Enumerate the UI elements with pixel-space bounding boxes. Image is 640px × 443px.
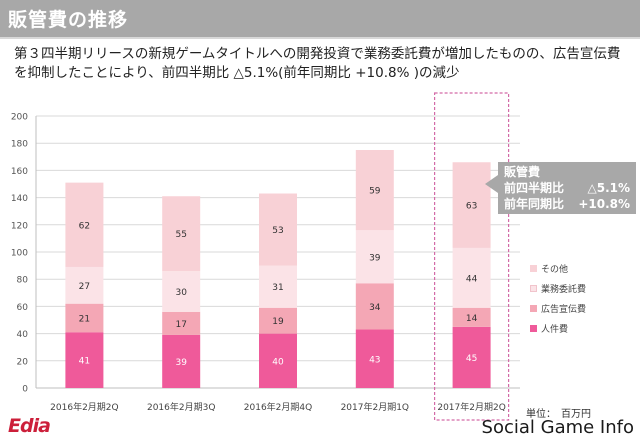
- y-tick-label: 180: [11, 140, 28, 150]
- x-tick-label: 2017年2月期2Q: [437, 401, 505, 413]
- chart-legend: その他 業務委託費 広告宣伝費 人件費: [530, 258, 630, 338]
- data-label-outsourcing: 44: [466, 274, 478, 284]
- x-tick-label: 2016年2月期2Q: [50, 401, 118, 413]
- data-label-other: 53: [272, 226, 283, 236]
- data-label-personnel: 43: [369, 355, 380, 365]
- sga-callout: 販管費 前四半期比 △5.1% 前年同期比 +10.8%: [485, 162, 638, 214]
- callout-qoq-value: △5.1%: [587, 181, 630, 195]
- legend-item-advertising: 広告宣伝費: [530, 298, 630, 318]
- legend-label-personnel: 人件費: [541, 324, 569, 335]
- watermark: Social Game Info: [481, 417, 634, 438]
- summary-text: 第３四半期リリースの新規ゲームタイトルへの開発投資で業務委託費が増加したものの、…: [14, 46, 621, 81]
- y-tick-label: 100: [11, 249, 28, 259]
- data-label-outsourcing: 27: [79, 282, 90, 292]
- bar-segment-personnel: [259, 333, 297, 388]
- bar-segment-outsourcing: [355, 230, 394, 284]
- highlight-box: [434, 92, 510, 421]
- y-tick-label: 200: [11, 113, 28, 123]
- data-label-outsourcing: 30: [175, 288, 187, 298]
- data-label-outsourcing: 31: [272, 283, 283, 293]
- bar-segment-other: [162, 196, 201, 272]
- bar-segment-personnel: [65, 332, 104, 388]
- title-divider: [0, 37, 640, 39]
- callout-title: 販管費: [504, 165, 541, 179]
- bar-segment-personnel: [355, 329, 394, 388]
- bar-segment-other: [65, 182, 104, 267]
- y-tick-label: 160: [11, 167, 28, 177]
- unit-label: 単位： 百万円: [526, 409, 591, 420]
- data-label-advertising: 19: [272, 317, 284, 327]
- data-label-advertising: 14: [466, 314, 478, 324]
- y-tick-label: 20: [17, 357, 29, 367]
- bar-segment-other: [452, 162, 491, 248]
- legend-swatch-other: [530, 264, 537, 272]
- data-label-personnel: 40: [272, 357, 284, 367]
- x-tick-label: 2016年2月期4Q: [244, 401, 312, 413]
- y-tick-label: 120: [11, 221, 28, 231]
- y-tick-label: 0: [22, 385, 28, 395]
- bar-segment-outsourcing: [65, 266, 104, 304]
- data-label-other: 62: [79, 221, 90, 231]
- legend-swatch-advertising: [530, 304, 537, 312]
- callout-yoy-label: 前年同期比: [504, 197, 565, 211]
- legend-item-outsourcing: 業務委託費: [530, 278, 630, 298]
- callout-qoq-row: 前四半期比 △5.1%: [504, 180, 630, 196]
- callout-arrow: [485, 175, 498, 193]
- bar-segment-advertising: [162, 311, 201, 335]
- bar-segment-outsourcing: [452, 247, 491, 308]
- data-label-personnel: 41: [79, 357, 90, 367]
- bar-segment-other: [259, 193, 297, 266]
- data-label-advertising: 17: [175, 320, 186, 330]
- legend-label-advertising: 広告宣伝費: [541, 304, 587, 315]
- data-label-advertising: 21: [79, 314, 90, 324]
- y-tick-label: 60: [17, 303, 29, 313]
- callout-box: 販管費 前四半期比 △5.1% 前年同期比 +10.8%: [498, 162, 636, 214]
- y-tick-label: 40: [17, 330, 29, 340]
- legend-item-other: その他: [530, 258, 630, 278]
- bar-segment-outsourcing: [162, 271, 201, 312]
- x-tick-label: 2016年2月期3Q: [147, 401, 215, 413]
- bar-segment-personnel: [452, 326, 491, 388]
- data-label-personnel: 39: [175, 358, 187, 368]
- bar-segment-advertising: [452, 307, 491, 327]
- data-label-other: 55: [175, 230, 186, 240]
- bar-segment-other: [355, 150, 394, 231]
- y-tick-label: 140: [11, 194, 28, 204]
- x-tick-label: 2017年2月期1Q: [341, 401, 409, 413]
- page-title: 販管費の推移: [8, 9, 129, 31]
- title-bar: 販管費の推移: [0, 0, 640, 39]
- legend-swatch-outsourcing: [530, 284, 537, 292]
- bar-segment-personnel: [162, 334, 201, 388]
- callout-qoq-label: 前四半期比: [504, 181, 565, 195]
- legend-swatch-personnel: [530, 324, 537, 332]
- bar-segment-advertising: [259, 307, 297, 334]
- bar-segment-outsourcing: [259, 265, 297, 308]
- legend-item-personnel: 人件費: [530, 318, 630, 338]
- bar-segment-advertising: [355, 283, 394, 330]
- data-label-personnel: 45: [466, 354, 477, 364]
- data-label-other: 63: [466, 202, 477, 212]
- legend-label-other: その他: [541, 264, 569, 275]
- data-label-other: 59: [369, 187, 381, 197]
- company-logo: Edia: [8, 415, 51, 437]
- legend-label-outsourcing: 業務委託費: [541, 284, 587, 295]
- callout-yoy-value: +10.8%: [578, 197, 630, 211]
- callout-yoy-row: 前年同期比 +10.8%: [504, 196, 630, 212]
- bar-segment-advertising: [65, 303, 104, 333]
- data-label-advertising: 34: [369, 303, 381, 313]
- y-tick-label: 80: [17, 276, 29, 286]
- data-label-outsourcing: 39: [369, 253, 381, 263]
